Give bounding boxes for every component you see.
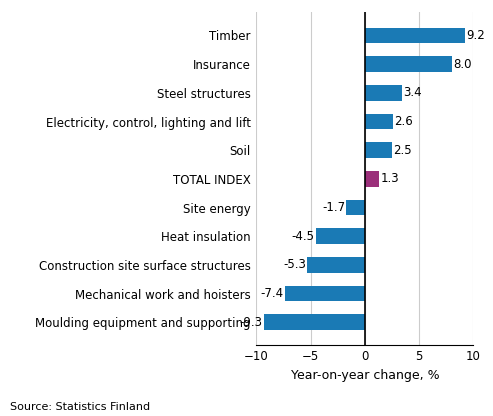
Bar — [347, 200, 365, 215]
Text: -9.3: -9.3 — [240, 316, 263, 329]
Text: -1.7: -1.7 — [322, 201, 345, 214]
Bar — [307, 257, 365, 273]
Bar — [365, 142, 392, 158]
Bar — [365, 114, 393, 129]
Text: 2.6: 2.6 — [394, 115, 413, 128]
X-axis label: Year-on-year change, %: Year-on-year change, % — [290, 369, 439, 382]
Bar — [365, 85, 402, 101]
Text: Source: Statistics Finland: Source: Statistics Finland — [10, 402, 150, 412]
Bar — [284, 286, 365, 302]
Text: 8.0: 8.0 — [453, 58, 471, 71]
Text: 3.4: 3.4 — [403, 87, 422, 99]
Bar — [264, 314, 365, 330]
Text: -7.4: -7.4 — [260, 287, 283, 300]
Text: 9.2: 9.2 — [466, 29, 485, 42]
Bar — [316, 228, 365, 244]
Text: 2.5: 2.5 — [393, 144, 412, 157]
Bar — [365, 27, 464, 43]
Text: -4.5: -4.5 — [292, 230, 315, 243]
Bar — [365, 171, 379, 187]
Bar — [365, 56, 452, 72]
Text: 1.3: 1.3 — [380, 172, 399, 186]
Text: -5.3: -5.3 — [283, 258, 306, 271]
